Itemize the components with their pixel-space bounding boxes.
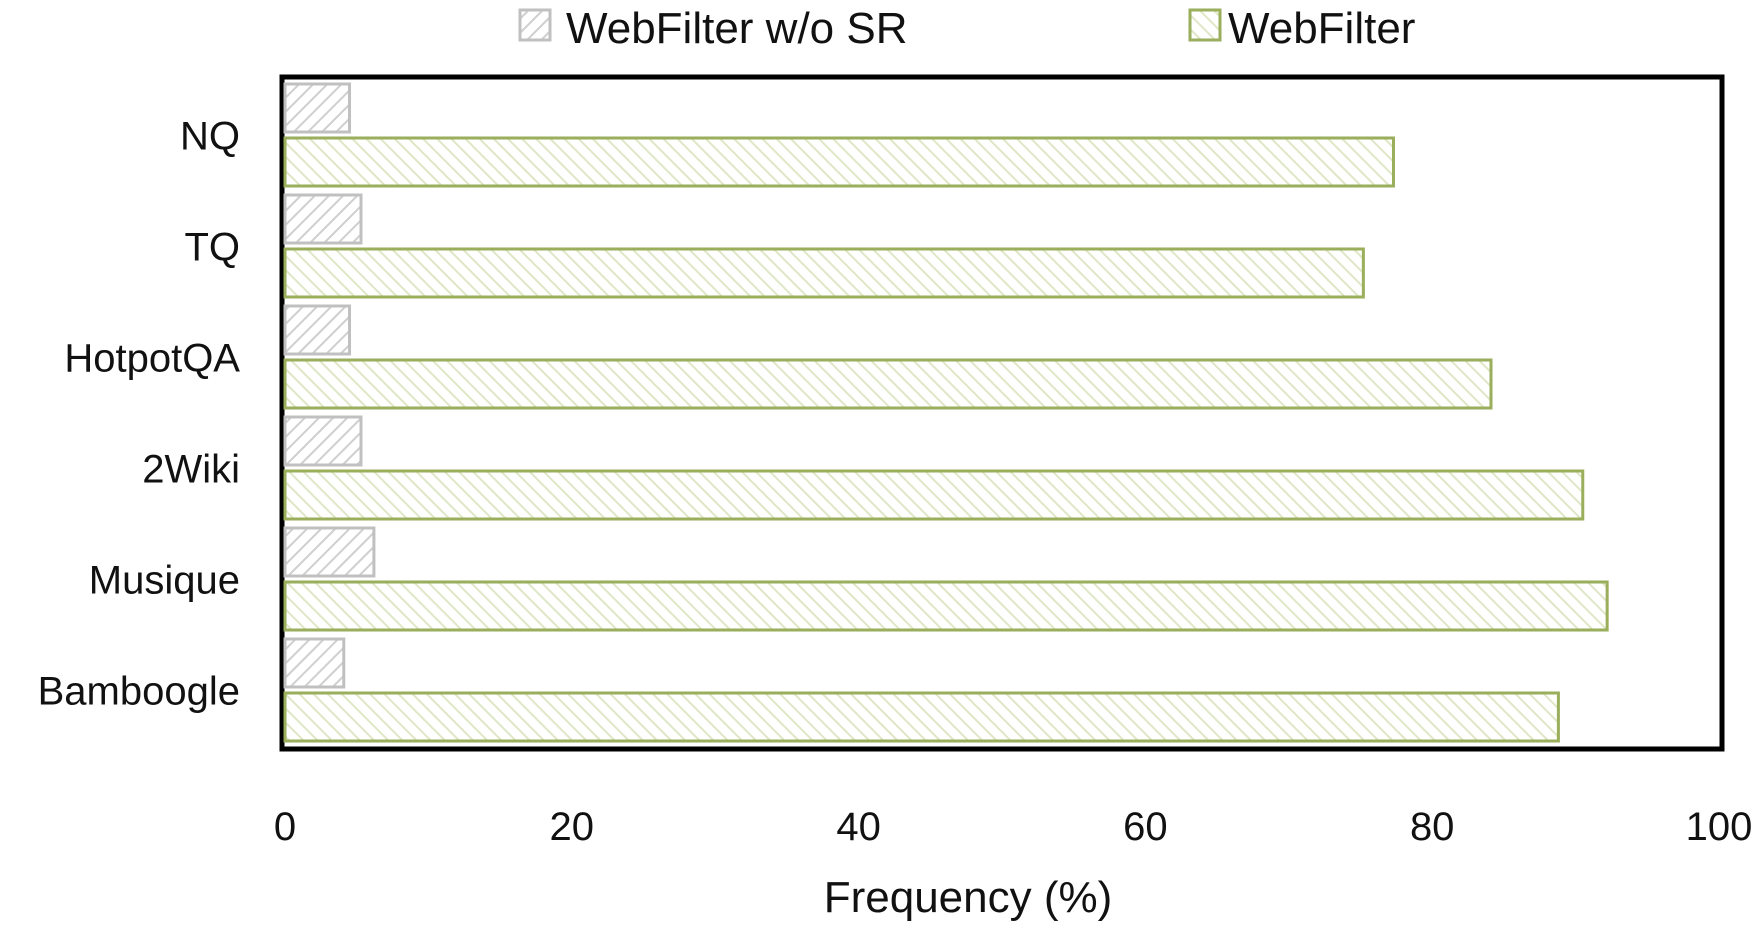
category-label-2wiki: 2Wiki <box>142 448 240 492</box>
legend-swatch-webfilter-wo-sr <box>518 8 552 42</box>
bar-webfilter-nq <box>283 136 1395 188</box>
category-labels: NQ TQ HotpotQA 2Wiki Musique Bamboogle <box>38 115 241 714</box>
bar-webfilter-2wiki <box>283 469 1585 521</box>
category-label-bamboogle: Bamboogle <box>38 670 240 714</box>
bar-webfilter-wo-sr-2wiki <box>283 415 363 467</box>
bar-webfilter-tq <box>283 247 1365 299</box>
category-label-musique: Musique <box>89 559 240 603</box>
legend-label-webfilter-wo-sr: WebFilter w/o SR <box>566 4 908 53</box>
legend-swatch-webfilter <box>1188 8 1222 42</box>
x-tick-label: 80 <box>1410 805 1455 849</box>
x-tick-labels: 0 20 40 60 80 100 <box>274 805 1753 849</box>
bar-webfilter-wo-sr-musique <box>283 526 376 578</box>
x-tick-label: 100 <box>1686 805 1753 849</box>
x-tick-label: 40 <box>836 805 881 849</box>
category-label-hotpotqa: HotpotQA <box>64 337 240 381</box>
category-label-tq: TQ <box>184 226 240 270</box>
category-label-nq: NQ <box>180 115 240 159</box>
plot-frame <box>279 74 1725 752</box>
x-tick-label: 20 <box>550 805 595 849</box>
bar-webfilter-bamboogle <box>283 691 1560 743</box>
x-tick-label: 0 <box>274 805 296 849</box>
bar-webfilter-wo-sr-tq <box>283 193 363 245</box>
x-axis-title: Frequency (%) <box>824 873 1113 922</box>
legend-label-webfilter: WebFilter <box>1228 4 1415 53</box>
x-tick-label: 60 <box>1123 805 1168 849</box>
bar-webfilter-wo-sr-hotpotqa <box>283 304 352 356</box>
bars-group <box>283 82 1609 743</box>
bar-webfilter-wo-sr-nq <box>283 82 352 134</box>
bar-webfilter-musique <box>283 580 1609 632</box>
bar-webfilter-wo-sr-bamboogle <box>283 637 346 689</box>
legend: WebFilter w/o SR WebFilter <box>518 4 1415 53</box>
bar-webfilter-hotpotqa <box>283 358 1493 410</box>
